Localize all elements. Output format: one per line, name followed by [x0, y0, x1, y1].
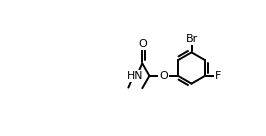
- Text: F: F: [215, 71, 221, 81]
- Text: O: O: [159, 71, 168, 81]
- Text: O: O: [138, 39, 147, 49]
- Text: Br: Br: [185, 34, 198, 44]
- Text: HN: HN: [127, 71, 143, 81]
